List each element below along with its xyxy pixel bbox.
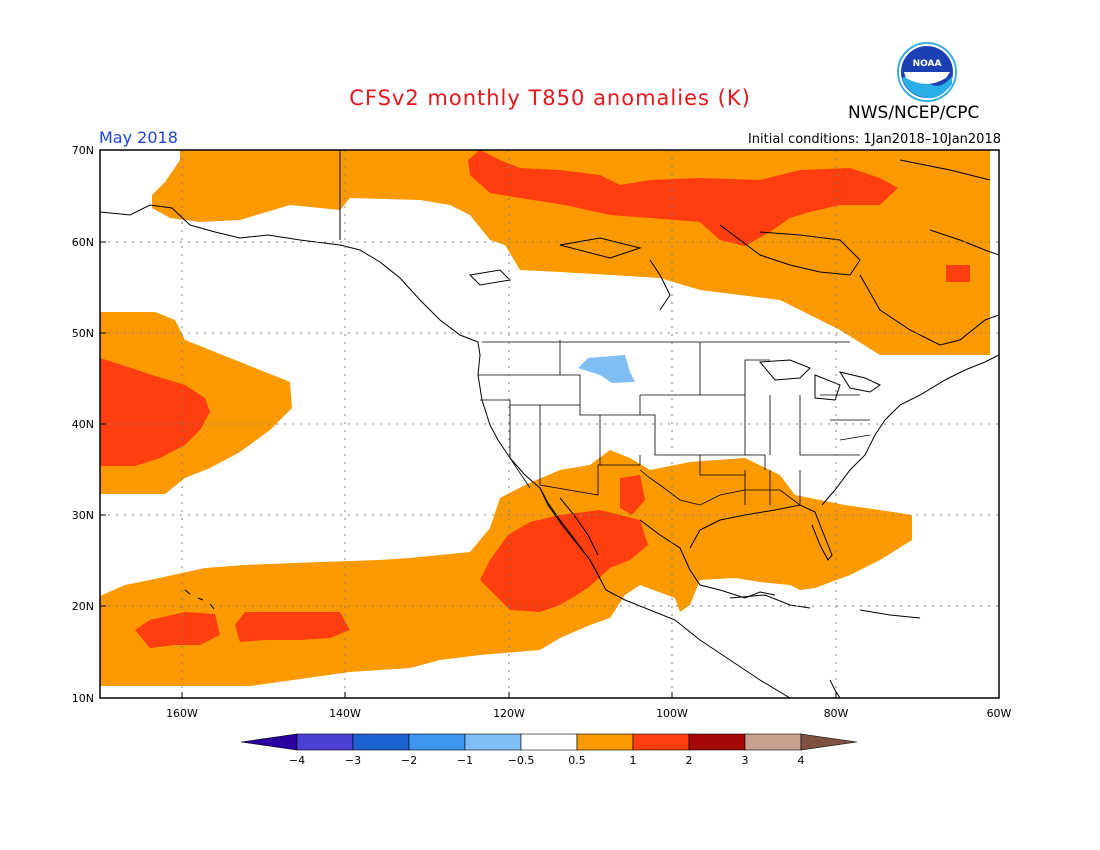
colorbar-swatch <box>408 733 466 751</box>
colorbar-swatch <box>576 733 634 751</box>
lon-label-80w: 80W <box>824 707 849 720</box>
colorbar-label: 1 <box>630 754 637 767</box>
agency-label: NWS/NCEP/CPC <box>848 103 980 123</box>
colorbar-label: −0.5 <box>508 754 535 767</box>
lon-label-100w: 100W <box>656 707 688 720</box>
lon-label-60w: 60W <box>987 707 1012 720</box>
lat-ticks <box>100 149 1000 699</box>
colorbar-swatch <box>744 733 802 751</box>
colorbar-label: 4 <box>798 754 805 767</box>
colorbar-label: 2 <box>686 754 693 767</box>
lon-label-140w: 140W <box>329 707 361 720</box>
lat-label-50n: 50N <box>72 327 94 340</box>
lat-label-10n: 10N <box>72 692 94 705</box>
initial-conditions-label: Initial conditions: 1Jan2018–10Jan2018 <box>747 132 1001 147</box>
lat-label-40n: 40N <box>72 418 94 431</box>
colorbar-arrow-low <box>240 733 298 751</box>
colorbar-swatch <box>296 733 354 751</box>
lat-label-70n: 70N <box>72 144 94 157</box>
lat-label-30n: 30N <box>72 509 94 522</box>
lon-label-160w: 160W <box>166 707 198 720</box>
colorbar-label: 3 <box>742 754 749 767</box>
coastlines <box>100 150 999 698</box>
noaa-logo-icon: NOAA <box>897 42 957 102</box>
colorbar-swatch <box>632 733 690 751</box>
colorbar-swatch <box>352 733 410 751</box>
chart-title: CFSv2 monthly T850 anomalies (K) <box>349 86 751 110</box>
anomaly-lightblue <box>578 355 635 383</box>
logo-text: NOAA <box>913 59 942 69</box>
colorbar-arrow-high <box>800 733 858 751</box>
colorbar-label: 0.5 <box>568 754 586 767</box>
colorbar-label: −1 <box>457 754 473 767</box>
lat-label-60n: 60N <box>72 236 94 249</box>
state-borders <box>478 340 871 506</box>
colorbar-label: −4 <box>289 754 305 767</box>
graticule <box>100 150 999 698</box>
colorbar-label: −2 <box>401 754 417 767</box>
colorbar <box>240 733 858 751</box>
forecast-month-label: May 2018 <box>99 128 178 147</box>
colorbar-swatch <box>464 733 522 751</box>
colorbar-swatch <box>520 733 578 751</box>
lat-label-20n: 20N <box>72 600 94 613</box>
colorbar-swatch <box>688 733 746 751</box>
colorbar-label: −3 <box>345 754 361 767</box>
lon-label-120w: 120W <box>493 707 525 720</box>
